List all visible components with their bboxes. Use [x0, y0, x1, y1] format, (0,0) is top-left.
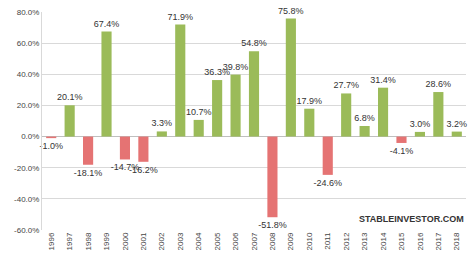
svg-text:-16.2%: -16.2%	[129, 165, 158, 175]
svg-text:-24.6%: -24.6%	[313, 178, 342, 188]
svg-text:2005: 2005	[213, 232, 222, 250]
svg-text:-14.7%: -14.7%	[111, 162, 140, 172]
svg-text:3.0%: 3.0%	[410, 119, 431, 129]
svg-text:-40.0%: -40.0%	[14, 195, 39, 204]
svg-text:2012: 2012	[342, 232, 351, 250]
svg-text:20.0%: 20.0%	[17, 101, 40, 110]
svg-text:27.7%: 27.7%	[333, 80, 359, 90]
svg-text:2003: 2003	[176, 232, 185, 250]
svg-text:3.3%: 3.3%	[152, 118, 173, 128]
svg-text:2017: 2017	[434, 232, 443, 250]
svg-text:2006: 2006	[231, 232, 240, 250]
svg-text:2011: 2011	[323, 232, 332, 250]
svg-text:2007: 2007	[250, 232, 259, 250]
svg-text:-4.1%: -4.1%	[390, 146, 414, 156]
svg-text:STABLEINVESTOR.COM: STABLEINVESTOR.COM	[359, 214, 464, 224]
svg-text:-60.0%: -60.0%	[14, 226, 39, 235]
svg-text:1999: 1999	[102, 232, 111, 250]
svg-text:54.8%: 54.8%	[241, 38, 267, 48]
svg-text:2008: 2008	[268, 232, 277, 250]
svg-text:-51.8%: -51.8%	[258, 220, 287, 230]
svg-text:2000: 2000	[121, 232, 130, 250]
svg-text:2001: 2001	[139, 232, 148, 250]
svg-text:2004: 2004	[194, 232, 203, 250]
svg-text:-1.0%: -1.0%	[39, 141, 63, 151]
svg-text:1998: 1998	[84, 232, 93, 250]
svg-text:20.1%: 20.1%	[57, 92, 83, 102]
svg-text:2014: 2014	[379, 232, 388, 250]
svg-text:-20.0%: -20.0%	[14, 164, 39, 173]
svg-text:17.9%: 17.9%	[297, 96, 323, 106]
svg-text:36.3%: 36.3%	[204, 67, 230, 77]
svg-text:6.8%: 6.8%	[354, 113, 375, 123]
svg-text:2016: 2016	[416, 232, 425, 250]
svg-text:39.8%: 39.8%	[223, 62, 249, 72]
svg-text:1997: 1997	[65, 232, 74, 250]
svg-text:71.9%: 71.9%	[167, 12, 193, 22]
svg-text:10.7%: 10.7%	[186, 107, 212, 117]
svg-text:67.4%: 67.4%	[94, 19, 120, 29]
svg-text:31.4%: 31.4%	[370, 75, 396, 85]
svg-text:0.0%: 0.0%	[21, 132, 39, 141]
svg-text:75.8%: 75.8%	[278, 6, 304, 16]
svg-text:2018: 2018	[452, 232, 461, 250]
svg-text:2010: 2010	[305, 232, 314, 250]
svg-text:2013: 2013	[360, 232, 369, 250]
svg-text:80.0%: 80.0%	[17, 8, 40, 17]
svg-text:-18.1%: -18.1%	[74, 168, 103, 178]
svg-text:2015: 2015	[397, 232, 406, 250]
svg-text:60.0%: 60.0%	[17, 39, 40, 48]
svg-text:1996: 1996	[47, 232, 56, 250]
svg-text:2009: 2009	[286, 232, 295, 250]
svg-text:28.6%: 28.6%	[426, 79, 452, 89]
svg-text:2002: 2002	[157, 232, 166, 250]
svg-text:3.2%: 3.2%	[447, 119, 468, 129]
svg-text:40.0%: 40.0%	[17, 70, 40, 79]
